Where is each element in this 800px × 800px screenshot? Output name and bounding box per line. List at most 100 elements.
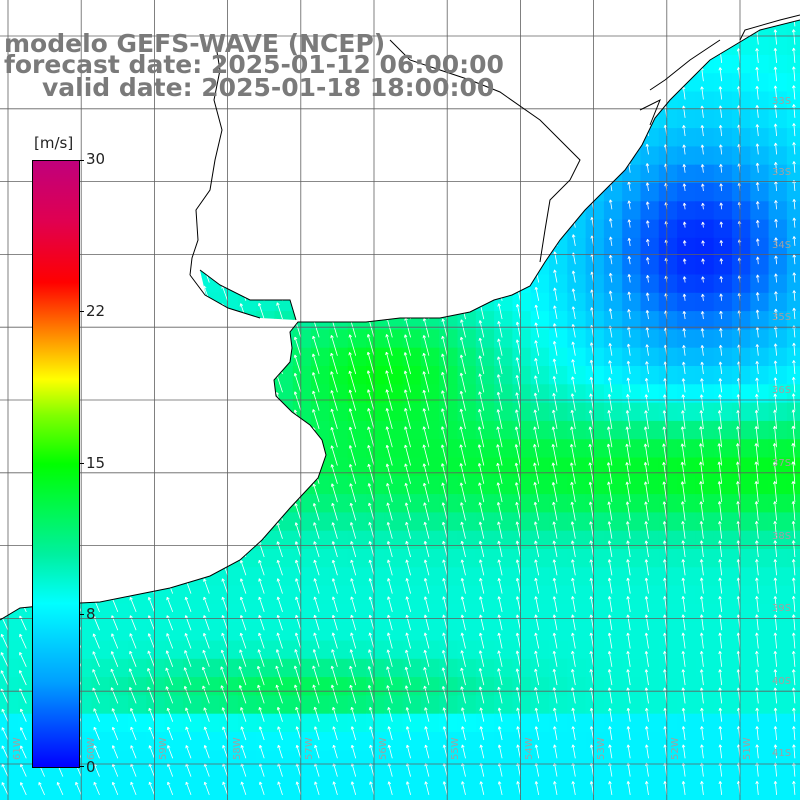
wind-speed-cell [457, 567, 477, 587]
wind-speed-cell [695, 512, 715, 532]
wind-speed-cell [585, 402, 605, 422]
wind-arrow [496, 444, 503, 466]
wind-speed-cell [567, 567, 587, 587]
wind-arrow [552, 614, 558, 631]
wind-arrow [791, 501, 796, 521]
wind-arrow [385, 444, 393, 466]
wind-arrow [92, 687, 100, 704]
wind-speed-cell [750, 311, 770, 330]
wind-arrow [460, 614, 466, 631]
wind-arrow [553, 287, 558, 301]
lat-label: 36S [772, 385, 792, 396]
wind-arrow [717, 443, 723, 466]
wind-arrow [607, 410, 613, 429]
wind-arrow [792, 104, 796, 118]
wind-arrow [571, 306, 576, 320]
wind-speed-cell [567, 530, 587, 550]
wind-arrow [533, 392, 540, 411]
wind-arrow [442, 559, 448, 576]
wind-speed-cell [475, 384, 495, 404]
wind-speed-cell [750, 109, 770, 129]
wind-arrow [682, 328, 686, 338]
wind-speed-cell [512, 622, 532, 642]
wind-speed-cell [292, 695, 312, 715]
wind-arrow [627, 291, 631, 301]
wind-speed-cell [786, 585, 800, 605]
top-border [739, 14, 800, 41]
wind-speed-cell [750, 128, 770, 147]
wind-speed-cell [475, 732, 495, 751]
colorbar-tick-15: 15 [86, 454, 106, 472]
wind-speed-cell [439, 695, 459, 715]
wind-arrow [423, 521, 430, 539]
wind-arrow [479, 744, 485, 759]
wind-speed-cell [750, 512, 770, 532]
wind-speed-cell [109, 750, 129, 770]
wind-arrow [792, 85, 796, 100]
wind-arrow [626, 687, 631, 704]
wind-arrow [701, 240, 705, 246]
wind-speed-cell [512, 475, 532, 495]
wind-arrow [552, 521, 558, 539]
wind-arrow [607, 521, 613, 539]
wind-speed-cell [402, 457, 422, 477]
wind-speed-cell [549, 695, 568, 715]
wind-arrow [700, 345, 705, 356]
wind-speed-cell [347, 585, 367, 605]
wind-speed-cell [530, 292, 550, 312]
wind-arrow [349, 502, 357, 521]
wind-arrow [239, 649, 247, 667]
wind-speed-cell [475, 439, 495, 459]
wind-arrow [441, 502, 448, 521]
wind-speed-cell [201, 658, 221, 678]
wind-arrow [699, 614, 704, 631]
wind-speed-cell [732, 750, 751, 770]
wind-arrow [551, 426, 558, 448]
wind-arrow [645, 781, 649, 795]
wind-arrow [385, 426, 393, 448]
wind-arrow [755, 85, 759, 100]
wind-arrow [552, 596, 558, 612]
wind-speed-cell [677, 402, 696, 422]
wind-speed-cell [603, 658, 623, 678]
wind-speed-cell [347, 512, 367, 532]
wind-speed-cell [768, 237, 788, 257]
wind-arrow [442, 707, 448, 722]
wind-arrow [460, 577, 466, 594]
wind-speed-cell [347, 732, 367, 751]
wind-arrow [111, 745, 119, 759]
wind-arrow [92, 651, 100, 667]
wind-arrow [609, 218, 613, 228]
wind-arrow [240, 781, 247, 796]
wind-speed-cell [695, 494, 715, 513]
wind-arrow [682, 344, 686, 356]
wind-speed-cell [640, 146, 660, 166]
wind-arrow [534, 668, 540, 686]
wind-speed-cell [146, 732, 166, 751]
wind-arrow [386, 666, 393, 686]
wind-speed-cell [128, 786, 147, 800]
wind-speed-cell [640, 658, 660, 678]
lat-label: 35S [772, 312, 792, 323]
wind-arrow [792, 290, 796, 301]
wind-speed-cell [420, 640, 440, 660]
wind-speed-cell [530, 713, 550, 733]
lat-label: 34S [772, 240, 792, 251]
wind-speed-cell [256, 695, 276, 715]
wind-speed-cell [677, 329, 696, 349]
wind-arrow [754, 443, 759, 466]
wind-speed-cell [640, 384, 660, 404]
wind-speed-cell [311, 768, 330, 788]
wind-arrow [700, 86, 704, 100]
wind-arrow [570, 540, 576, 558]
wind-arrow [571, 596, 576, 612]
wind-speed-cell [786, 54, 800, 74]
wind-arrow [368, 541, 375, 558]
wind-arrow [792, 236, 797, 246]
wind-arrow [701, 276, 705, 283]
wind-speed-cell [732, 494, 751, 513]
wind-arrow [295, 578, 302, 594]
wind-arrow [644, 377, 649, 393]
wind-speed-cell [420, 677, 440, 696]
wind-speed-cell [530, 786, 550, 800]
